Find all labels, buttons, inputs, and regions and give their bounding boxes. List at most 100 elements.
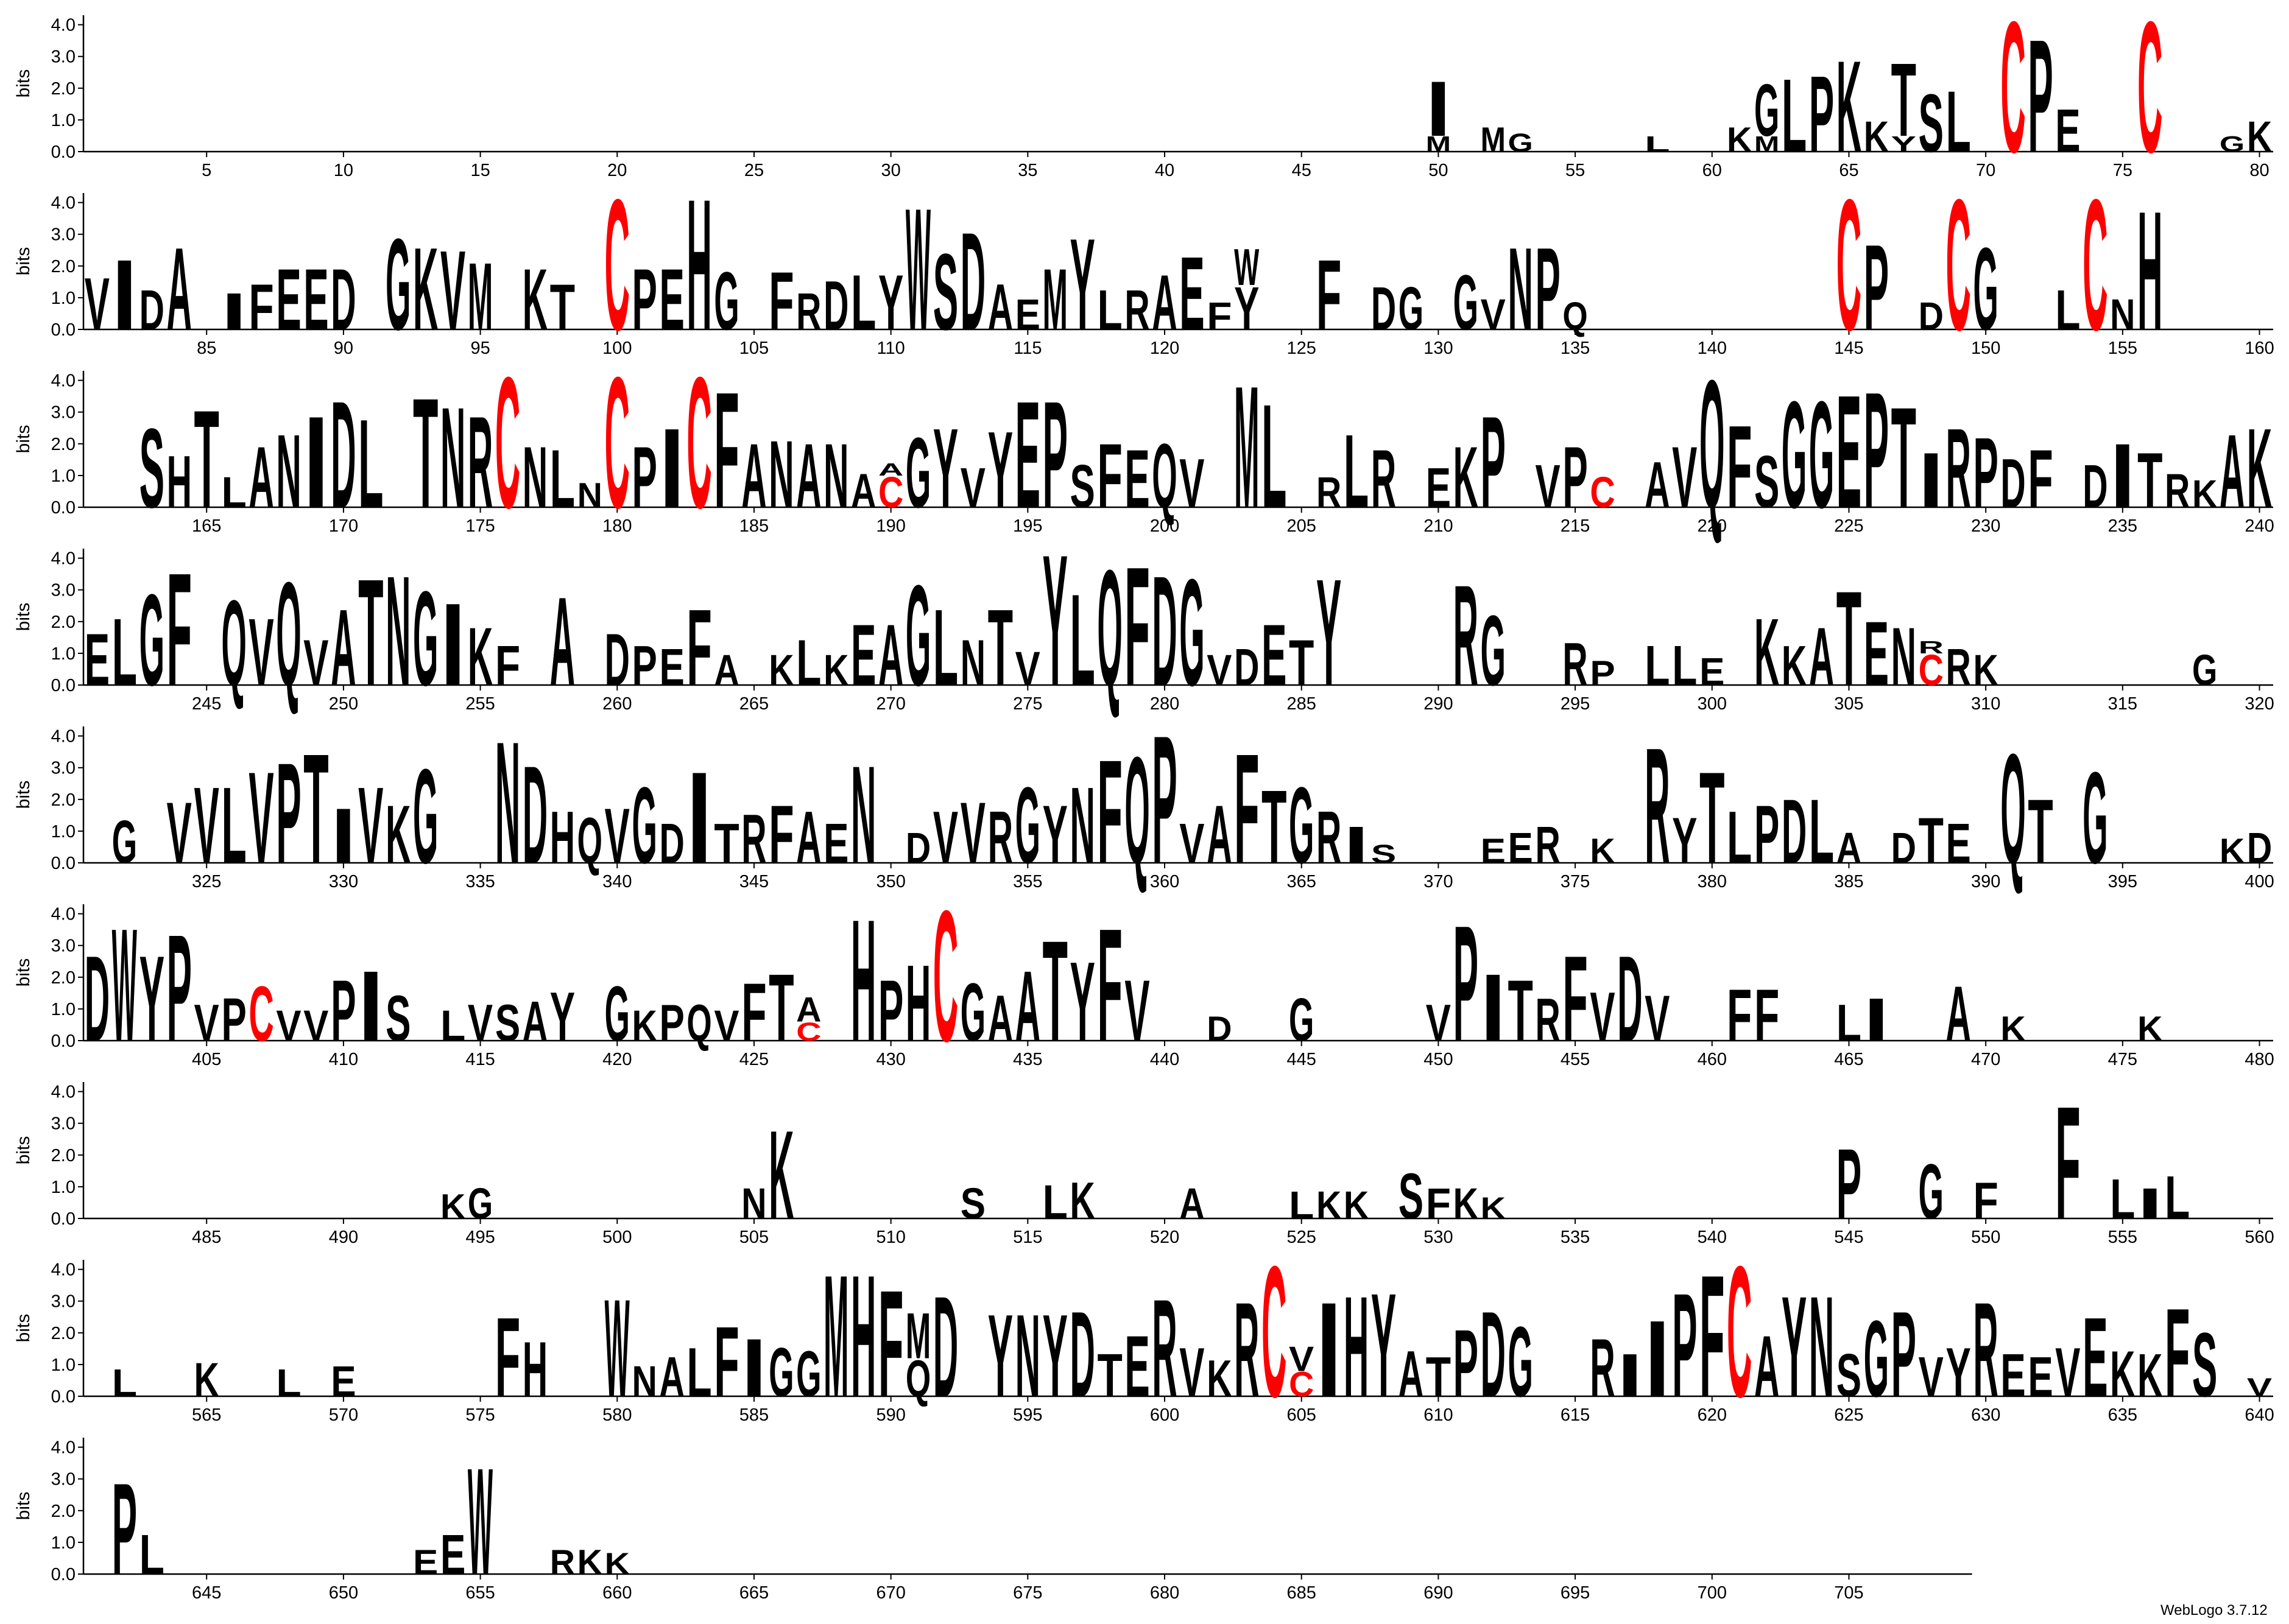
y-axis-label: bits bbox=[13, 1492, 34, 1520]
logo-letter: K bbox=[413, 223, 438, 355]
x-tick-label: 585 bbox=[739, 1405, 769, 1425]
logo-letter: G bbox=[1179, 548, 1204, 718]
x-tick-label: 260 bbox=[602, 694, 632, 714]
y-tick-label: 1.0 bbox=[51, 1355, 76, 1375]
x-tick-label: 300 bbox=[1698, 694, 1727, 714]
logo-letter: V bbox=[1919, 1345, 1944, 1408]
logo-letter: T bbox=[988, 587, 1013, 709]
logo-letter: R bbox=[1973, 1275, 1998, 1425]
y-tick-label: 0.0 bbox=[51, 498, 76, 518]
y-tick-label: 4.0 bbox=[51, 905, 76, 924]
logo-letter: E bbox=[1836, 361, 1861, 541]
logo-letter: R bbox=[1453, 556, 1478, 715]
x-tick-label: 560 bbox=[2245, 1228, 2274, 1247]
logo-letter: G bbox=[139, 568, 164, 714]
logo-letter: Y bbox=[1782, 1267, 1807, 1427]
logo-letter: Q bbox=[1097, 536, 1122, 721]
logo-letter: N bbox=[1508, 223, 1533, 355]
x-tick-label: 135 bbox=[1561, 339, 1590, 358]
logo-letter: F bbox=[714, 357, 739, 542]
logo-letter: L bbox=[2165, 1164, 2190, 1232]
logo-letter: D bbox=[1481, 1287, 1506, 1423]
logo-letter: V bbox=[303, 1002, 329, 1050]
x-tick-label: 325 bbox=[192, 872, 221, 891]
logo-letter: G bbox=[769, 1333, 794, 1411]
logo-letter: K bbox=[2137, 1341, 2162, 1410]
logo-letter: I bbox=[221, 282, 246, 340]
logo-letter: D bbox=[2247, 823, 2272, 873]
logo-letter: V bbox=[358, 765, 383, 887]
logo-letter: N bbox=[632, 1357, 657, 1406]
logo-letter: G bbox=[1453, 259, 1478, 346]
logo-letter: K bbox=[2000, 1010, 2025, 1049]
logo-letter: C bbox=[1289, 1365, 1314, 1404]
x-tick-label: 375 bbox=[1561, 872, 1590, 891]
logo-letter: D bbox=[961, 204, 986, 359]
y-tick-label: 4.0 bbox=[51, 16, 76, 35]
x-tick-label: 290 bbox=[1423, 694, 1453, 714]
logo-letter: H bbox=[523, 1326, 548, 1413]
logo-letter: Y bbox=[139, 931, 164, 1067]
y-tick-label: 3.0 bbox=[51, 1292, 76, 1312]
logo-letter: K bbox=[1864, 112, 1889, 161]
logo-letter: K bbox=[194, 1353, 220, 1407]
x-tick-label: 130 bbox=[1423, 339, 1453, 358]
logo-letter: E bbox=[2028, 1345, 2053, 1408]
logo-letter: E bbox=[2055, 97, 2080, 165]
x-tick-label: 680 bbox=[1150, 1583, 1179, 1603]
logo-letter: V bbox=[276, 1002, 302, 1050]
logo-letter: D bbox=[1891, 823, 1916, 873]
x-tick-label: 60 bbox=[1702, 161, 1722, 180]
logo-letter: P bbox=[878, 963, 903, 1060]
x-tick-label: 395 bbox=[2108, 872, 2137, 891]
logo-letter: N bbox=[276, 413, 301, 530]
logo-letter: R bbox=[1234, 1275, 1259, 1425]
logo-letter: A bbox=[167, 223, 192, 355]
logo-letter: K bbox=[523, 251, 548, 348]
logo-letter: T bbox=[1919, 804, 1944, 877]
logo-letter: L bbox=[221, 468, 246, 516]
logo-letter: H bbox=[167, 441, 192, 524]
logo-letter: K bbox=[1727, 121, 1752, 160]
x-tick-label: 555 bbox=[2108, 1228, 2137, 1247]
logo-letter: F bbox=[1562, 930, 1587, 1067]
logo-letter: E bbox=[440, 1523, 465, 1586]
x-tick-label: 15 bbox=[470, 161, 490, 180]
logo-letter: P bbox=[112, 1457, 137, 1602]
logo-letter: Y bbox=[1316, 547, 1341, 718]
x-tick-label: 520 bbox=[1150, 1228, 1179, 1247]
y-tick-label: 4.0 bbox=[51, 1083, 76, 1102]
logo-letter: L bbox=[358, 393, 383, 535]
logo-letter: C bbox=[933, 871, 958, 1080]
logo-letter: K bbox=[1590, 832, 1615, 871]
x-tick-label: 270 bbox=[876, 694, 905, 714]
x-tick-label: 670 bbox=[876, 1583, 905, 1603]
logo-letter: I bbox=[440, 578, 465, 710]
y-tick-label: 3.0 bbox=[51, 581, 76, 600]
logo-letter: D bbox=[1152, 544, 1177, 719]
logo-letter: C bbox=[495, 338, 520, 547]
logo-letter: S bbox=[495, 993, 520, 1052]
logo-letter: L bbox=[1289, 1183, 1314, 1227]
logo-letter: G bbox=[386, 213, 411, 358]
x-tick-label: 255 bbox=[465, 694, 495, 714]
logo-letter: G bbox=[1754, 69, 1779, 152]
x-tick-label: 415 bbox=[465, 1050, 495, 1069]
logo-letter: T bbox=[550, 270, 575, 343]
logo-letter: G bbox=[413, 564, 438, 715]
logo-letter: R bbox=[1645, 713, 1670, 898]
logo-letter: E bbox=[2083, 1295, 2107, 1421]
logo-letter: P bbox=[1481, 390, 1506, 535]
logo-letter: G bbox=[1015, 765, 1040, 886]
x-tick-label: 155 bbox=[2108, 339, 2137, 358]
logo-letter: A bbox=[714, 645, 739, 695]
logo-letter: C bbox=[1261, 1227, 1286, 1436]
logo-letter: F bbox=[686, 587, 711, 709]
logo-letter: G bbox=[1809, 370, 1834, 540]
x-tick-label: 615 bbox=[1561, 1405, 1590, 1425]
x-tick-label: 470 bbox=[1971, 1050, 2000, 1069]
logo-letter: F bbox=[1097, 895, 1122, 1075]
logo-letter: K bbox=[386, 789, 411, 881]
logo-letter: I bbox=[2110, 424, 2135, 527]
logo-letter: K bbox=[824, 645, 849, 695]
